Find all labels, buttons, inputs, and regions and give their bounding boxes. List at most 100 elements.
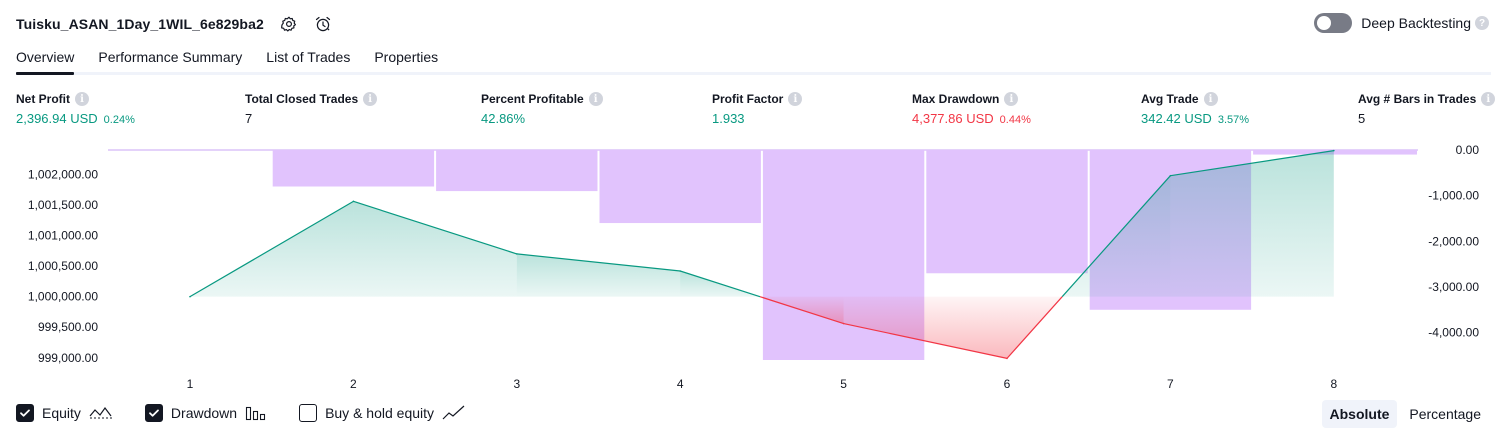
metric-value: 1.933: [712, 111, 745, 126]
absolute-button[interactable]: Absolute: [1321, 400, 1398, 428]
metric-avg-bars-in-trades: Avg # Bars in Trades i 5: [1358, 92, 1496, 126]
left-axis-tick-label: 999,500.00: [38, 320, 98, 334]
tab-list-of-trades[interactable]: List of Trades: [266, 49, 351, 65]
equity-point-1: [189, 295, 191, 298]
equity-segment-1: [189, 200, 354, 298]
equity-segment-5: [843, 322, 1008, 359]
legend-label: Buy & hold equity: [325, 405, 435, 421]
metric-percent: 0.44%: [999, 114, 1031, 126]
right-axis-tick-label: 0.00: [1456, 143, 1480, 157]
x-axis-tick-label: 4: [677, 377, 684, 391]
legend-equity[interactable]: Equity: [16, 404, 113, 422]
equity-area-7: [1170, 150, 1334, 297]
left-axis-tick-label: 1,001,500.00: [28, 198, 98, 212]
info-icon[interactable]: i: [363, 92, 378, 106]
checkbox-buy-hold-equity[interactable]: [299, 404, 318, 422]
equity-area-5: [843, 296, 1007, 359]
drawdown-bar-6: [926, 150, 1088, 274]
deep-backtesting: Deep Backtesting ?: [1314, 13, 1489, 33]
info-icon[interactable]: i: [1203, 92, 1218, 106]
x-axis-tick-label: 3: [513, 377, 520, 391]
metric-value: 4,377.86 USD: [912, 111, 994, 126]
metric-label: Net Profit: [16, 92, 70, 106]
legend-drawdown[interactable]: Drawdown: [144, 404, 267, 422]
metric-avg-trade: Avg Trade i 342.42 USD 3.57%: [1141, 92, 1249, 126]
metric-value: 5: [1358, 111, 1366, 126]
info-icon[interactable]: i: [588, 92, 603, 106]
x-axis-tick-label: 1: [187, 377, 194, 391]
tabs: Overview Performance Summary List of Tra…: [16, 44, 1491, 75]
buy-hold-line-icon: [442, 404, 466, 422]
equity-segment-2: [353, 200, 517, 255]
equity-point-4: [679, 270, 681, 272]
drawdown-bar-8: [1253, 150, 1417, 155]
metric-total-closed-trades: Total Closed Trades i 7: [245, 92, 378, 126]
x-axis-tick-label: 6: [1004, 377, 1011, 391]
equity-segment-7: [1170, 150, 1334, 177]
chart-legend: Equity Drawdown Buy & hold equity: [16, 404, 498, 422]
alarm-clock-icon[interactable]: [314, 15, 332, 33]
equity-point-6: [1006, 357, 1008, 360]
help-icon[interactable]: ?: [1475, 16, 1489, 30]
right-axis-tick-label: -2,000.00: [1428, 234, 1479, 248]
metrics-row: Net Profit i 2,396.94 USD 0.24% Total Clos…: [0, 92, 1507, 132]
equity-point-3: [516, 253, 518, 255]
legend-label: Equity: [42, 405, 81, 421]
left-axis-tick-label: 1,001,000.00: [28, 229, 98, 243]
left-axis-tick-label: 1,000,000.00: [28, 290, 98, 304]
metric-label: Profit Factor: [712, 92, 784, 106]
metric-value: 42.86%: [481, 111, 526, 126]
left-axis-tick-label: 999,000.00: [38, 351, 98, 365]
info-icon[interactable]: i: [1004, 92, 1019, 106]
info-icon[interactable]: i: [1481, 92, 1496, 106]
equity-drawdown-chart: 1,002,000.00 1,001,500.00 1,001,000.00 1,00…: [28, 143, 1480, 391]
tab-overview[interactable]: Overview: [16, 44, 75, 75]
drawdown-bar-2: [272, 150, 435, 187]
left-axis-tick-label: 1,002,000.00: [28, 167, 98, 181]
strategy-name: Tuisku_ASAN_1Day_1WIL_6e829ba2: [16, 16, 264, 32]
metric-max-drawdown: Max Drawdown i 4,377.86 USD 0.44%: [912, 92, 1031, 126]
legend-label: Drawdown: [170, 405, 238, 421]
metric-label: Avg Trade: [1141, 92, 1199, 106]
info-icon[interactable]: i: [788, 92, 803, 106]
left-axis-tick-label: 1,000,500.00: [28, 259, 98, 273]
x-axis-tick-label: 5: [840, 377, 847, 391]
drawdown-bar-3: [436, 150, 598, 192]
deep-backtesting-toggle[interactable]: [1314, 13, 1353, 33]
x-axis-tick-label: 2: [350, 377, 357, 391]
metric-value: 7: [245, 111, 253, 126]
right-axis-tick-label: -3,000.00: [1428, 280, 1479, 294]
metric-label: Max Drawdown: [912, 92, 1000, 106]
tab-properties[interactable]: Properties: [374, 49, 439, 65]
metric-label: Percent Profitable: [481, 92, 584, 106]
metric-percent-profitable: Percent Profitable i 42.86%: [481, 92, 603, 126]
equity-point-2: [352, 200, 355, 203]
percentage-button[interactable]: Percentage: [1409, 406, 1481, 422]
value-mode-switch: Absolute Percentage: [1321, 400, 1490, 428]
deep-backtesting-label: Deep Backtesting: [1361, 15, 1471, 31]
equity-segment-3: [516, 253, 681, 272]
checkbox-equity[interactable]: [16, 404, 34, 422]
equity-area-6a: [1007, 296, 1063, 359]
equity-line-icon: [89, 404, 113, 422]
legend-buy-hold-equity[interactable]: Buy & hold equity: [299, 404, 466, 422]
gear-icon[interactable]: [280, 15, 298, 33]
checkbox-drawdown[interactable]: [144, 404, 163, 422]
right-axis-tick-label: -1,000.00: [1428, 189, 1479, 203]
metric-percent: 0.24%: [103, 114, 135, 126]
tab-performance-summary[interactable]: Performance Summary: [98, 49, 243, 65]
equity-segment-6b: [1061, 175, 1171, 298]
metric-profit-factor: Profit Factor i 1.933: [712, 92, 803, 126]
equity-point-8: [1333, 149, 1335, 152]
equity-segment-6a: [1006, 296, 1063, 359]
metric-value: 342.42 USD: [1141, 111, 1212, 126]
equity-segment-4a: [680, 270, 761, 298]
equity-segment-4b: [759, 296, 844, 325]
info-icon[interactable]: i: [75, 92, 89, 106]
equity-area-3: [516, 253, 681, 297]
metric-value: 2,396.94 USD: [16, 111, 98, 126]
metric-label: Avg # Bars in Trades: [1358, 92, 1477, 106]
right-axis-tick-label: -4,000.00: [1428, 326, 1479, 340]
metric-net-profit: Net Profit i 2,396.94 USD 0.24%: [16, 92, 135, 126]
metric-percent: 3.57%: [1217, 114, 1250, 126]
